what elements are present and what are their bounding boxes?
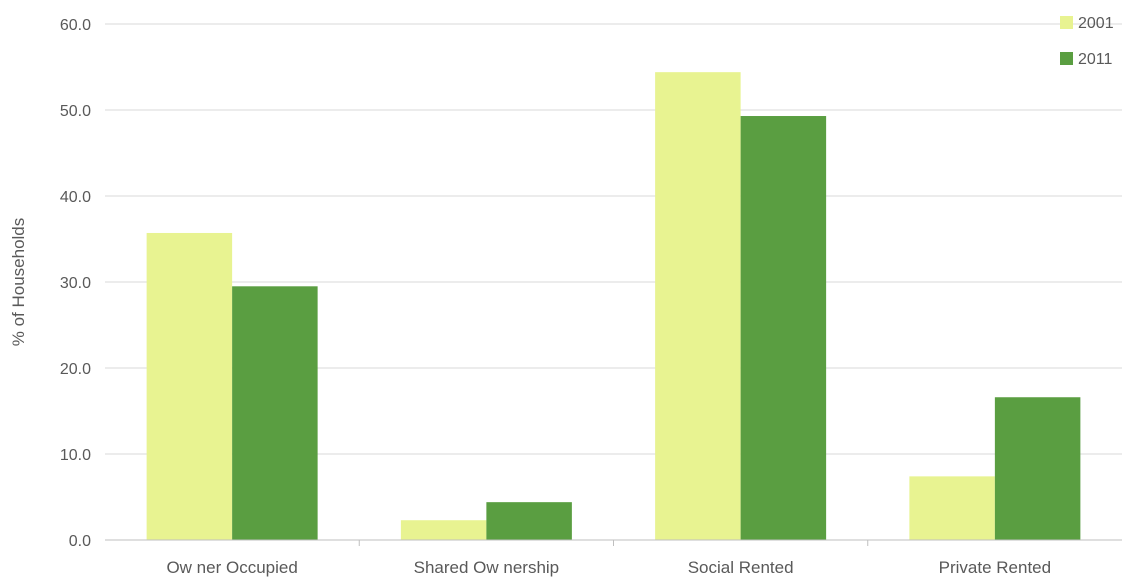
x-category-label: Ow ner Occupied — [166, 558, 297, 577]
bar-2001-4 — [909, 476, 995, 540]
bar-2001-3 — [655, 72, 741, 540]
y-tick-label: 0.0 — [69, 533, 91, 550]
legend-label-2001: 2001 — [1078, 15, 1114, 32]
legend: 2001 2011 — [1060, 15, 1114, 68]
bars — [146, 72, 1081, 541]
x-category-label: Shared Ow nership — [414, 558, 560, 577]
bar-2011-1 — [232, 286, 318, 540]
bar-2011-4 — [994, 397, 1081, 540]
y-tick-label: 50.0 — [60, 103, 91, 120]
y-tick-label: 20.0 — [60, 361, 91, 378]
legend-swatch-2001 — [1060, 16, 1073, 29]
y-axis-title: % of Households — [9, 218, 28, 347]
bar-2011-3 — [740, 116, 827, 541]
y-tick-label: 30.0 — [60, 275, 91, 292]
bar-2001-1 — [146, 232, 233, 541]
y-tick-labels: 0.0 10.0 20.0 30.0 40.0 50.0 60.0 — [60, 17, 91, 550]
y-tick-label: 40.0 — [60, 189, 91, 206]
legend-swatch-2011 — [1060, 52, 1073, 65]
y-tick-label: 10.0 — [60, 447, 91, 464]
x-category-label: Private Rented — [939, 558, 1051, 577]
bar-2011-2 — [486, 502, 572, 540]
bar-2001-2 — [400, 520, 487, 540]
y-tick-label: 60.0 — [60, 17, 91, 34]
legend-label-2011: 2011 — [1078, 51, 1113, 68]
x-category-labels: Ow ner Occupied Shared Ow nership Social R… — [166, 540, 1051, 577]
x-category-label: Social Rented — [688, 558, 794, 577]
